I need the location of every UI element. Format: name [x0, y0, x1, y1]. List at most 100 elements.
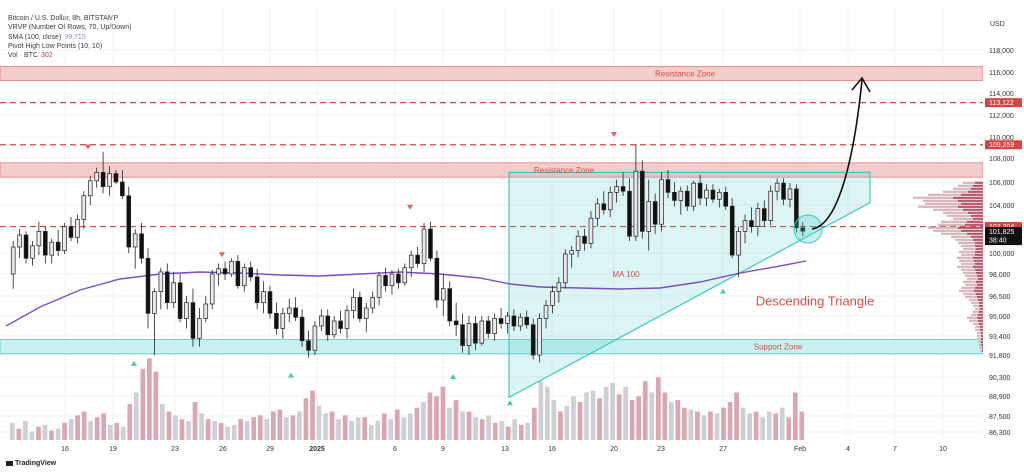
volume-bar: [636, 396, 642, 440]
volume-bar: [773, 413, 779, 440]
volume-bar: [127, 403, 133, 440]
volume-profile-up: [975, 307, 980, 310]
volume-bar: [766, 411, 772, 440]
volume-profile-up: [955, 238, 973, 241]
volume-bar: [792, 392, 798, 440]
legend-vol-value: 302: [40, 52, 53, 60]
volume-bar: [401, 417, 407, 440]
volume-bar: [310, 390, 315, 440]
volume-profile-up: [953, 217, 973, 220]
volume-profile-up: [933, 229, 961, 232]
volume-profile-up: [961, 253, 975, 256]
candle-up: [36, 231, 42, 247]
tradingview-logo-icon: [6, 460, 13, 466]
volume-bar: [160, 403, 165, 440]
pivot-low-marker: [450, 374, 456, 380]
volume-bar: [323, 413, 328, 440]
candle-down: [627, 190, 632, 237]
volume-bar: [199, 413, 204, 440]
volume-profile-down: [971, 235, 983, 238]
volume-bar: [147, 358, 152, 440]
price-axis-tick: 95,000: [989, 314, 1011, 321]
volume-profile-down: [975, 241, 983, 244]
volume-bar: [62, 422, 67, 440]
candle-down: [652, 201, 658, 225]
legend-sma: SMA (100, close) 99,715: [8, 33, 131, 42]
candle-down: [434, 257, 440, 301]
candle-up: [562, 253, 568, 284]
volume-bar: [114, 422, 120, 440]
candle-down: [710, 189, 716, 200]
volume-profile-down: [981, 334, 983, 337]
volume-bar: [551, 400, 557, 440]
legend-sma-value: 99,715: [64, 33, 86, 41]
volume-profile-down: [973, 238, 983, 241]
volume-bar: [166, 411, 172, 440]
volume-bar: [88, 421, 93, 440]
volume-profile-up: [958, 184, 973, 187]
label-resistance-top: Resistance Zone: [655, 70, 716, 79]
volume-profile-up: [941, 220, 967, 223]
candle-down: [23, 234, 29, 259]
volume-profile-up: [959, 289, 974, 292]
candle-up: [363, 307, 369, 319]
volume-profile-up: [963, 247, 976, 250]
volume-bar: [701, 415, 707, 440]
candle-up: [351, 296, 356, 312]
sma-line: [5, 260, 807, 327]
label-support: Support Zone: [754, 343, 803, 352]
candle-down: [43, 231, 48, 256]
candle-down: [139, 233, 144, 259]
candle-down: [723, 192, 729, 207]
volume-bar: [101, 413, 107, 440]
volume-profile-up: [928, 193, 961, 196]
volume-profile-down: [976, 247, 983, 250]
volume-bar: [179, 419, 185, 440]
price-axis-tick: 98,000: [989, 272, 1011, 279]
breakout-arrow-head: [851, 76, 871, 93]
candle-up: [62, 226, 67, 251]
volume-bar: [368, 424, 374, 440]
volume-bar: [192, 402, 198, 440]
volume-profile-down: [971, 187, 983, 190]
volume-profile-up: [967, 316, 977, 319]
time-axis-tick: 2025: [309, 446, 325, 453]
volume-bar: [447, 407, 452, 440]
candle-down: [781, 182, 786, 200]
price-axis-tick: 104,000: [989, 203, 1014, 210]
volume-bar: [381, 413, 387, 440]
time-axis-tick: 23: [657, 446, 665, 453]
candle-up: [691, 182, 696, 207]
volume-profile-up: [969, 319, 978, 322]
candle-down: [684, 190, 690, 207]
volume-bar: [799, 411, 805, 440]
candle-down: [145, 257, 151, 314]
volume-bar: [688, 409, 694, 440]
volume-profile-up: [977, 334, 981, 337]
pivot-low-marker: [720, 288, 726, 294]
volume-bar: [460, 411, 465, 440]
candle-up: [49, 241, 55, 256]
volume-profile-down: [976, 271, 983, 274]
candle-up: [280, 312, 286, 329]
price-axis-tick: 108,000: [989, 156, 1014, 163]
candle-down: [222, 268, 228, 275]
volume-profile-up: [965, 283, 977, 286]
candle-up: [184, 302, 189, 319]
price-axis-tick: 106,000: [989, 180, 1014, 187]
volume-bar: [186, 421, 191, 440]
volume-bar: [525, 422, 531, 440]
candle-up: [158, 271, 164, 292]
volume-profile-up: [943, 190, 968, 193]
candle-up: [203, 303, 209, 319]
tradingview-logo: TradingView: [6, 460, 56, 467]
time-axis-tick: 7: [893, 446, 897, 453]
candle-up: [556, 282, 562, 292]
candle-down: [582, 235, 587, 244]
volume-bar: [212, 421, 217, 440]
price-axis-tick: 93,400: [989, 334, 1011, 341]
candle-down: [749, 220, 754, 227]
volume-profile-up: [973, 304, 979, 307]
candle-down: [338, 320, 343, 329]
